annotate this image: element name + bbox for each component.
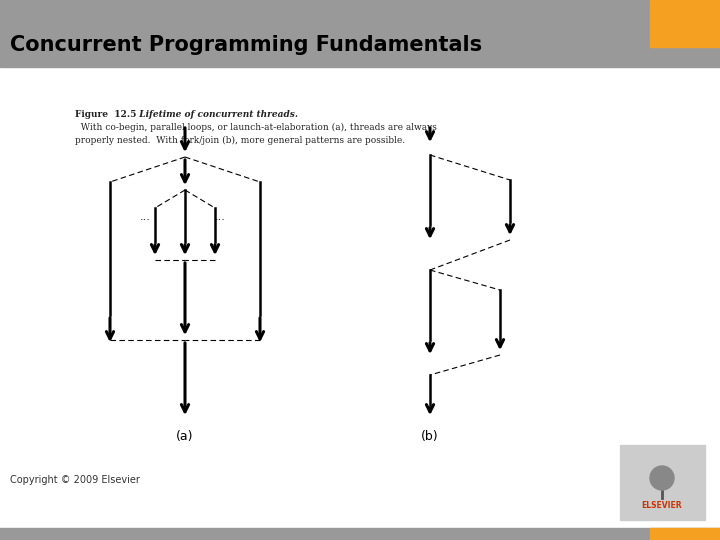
Text: (a): (a) bbox=[176, 430, 194, 443]
Bar bbox=[0, 0, 720, 67]
Text: ELSEVIER: ELSEVIER bbox=[642, 501, 683, 510]
Circle shape bbox=[650, 466, 674, 490]
Bar bbox=[650, 528, 720, 540]
Bar bbox=[650, 0, 720, 47]
Text: ...: ... bbox=[215, 212, 225, 222]
Text: Concurrent Programming Fundamentals: Concurrent Programming Fundamentals bbox=[10, 35, 482, 55]
Bar bbox=[620, 445, 705, 520]
Bar bbox=[0, 528, 720, 540]
Text: Figure  12.5: Figure 12.5 bbox=[75, 110, 136, 119]
Text: ...: ... bbox=[140, 212, 150, 222]
Text: (b): (b) bbox=[421, 430, 438, 443]
Text: Copyright © 2009 Elsevier: Copyright © 2009 Elsevier bbox=[10, 475, 140, 485]
Text: Lifetime of concurrent threads.: Lifetime of concurrent threads. bbox=[133, 110, 298, 119]
Text: With co-begin, parallel loops, or launch-at-elaboration (a), threads are always
: With co-begin, parallel loops, or launch… bbox=[75, 123, 437, 145]
